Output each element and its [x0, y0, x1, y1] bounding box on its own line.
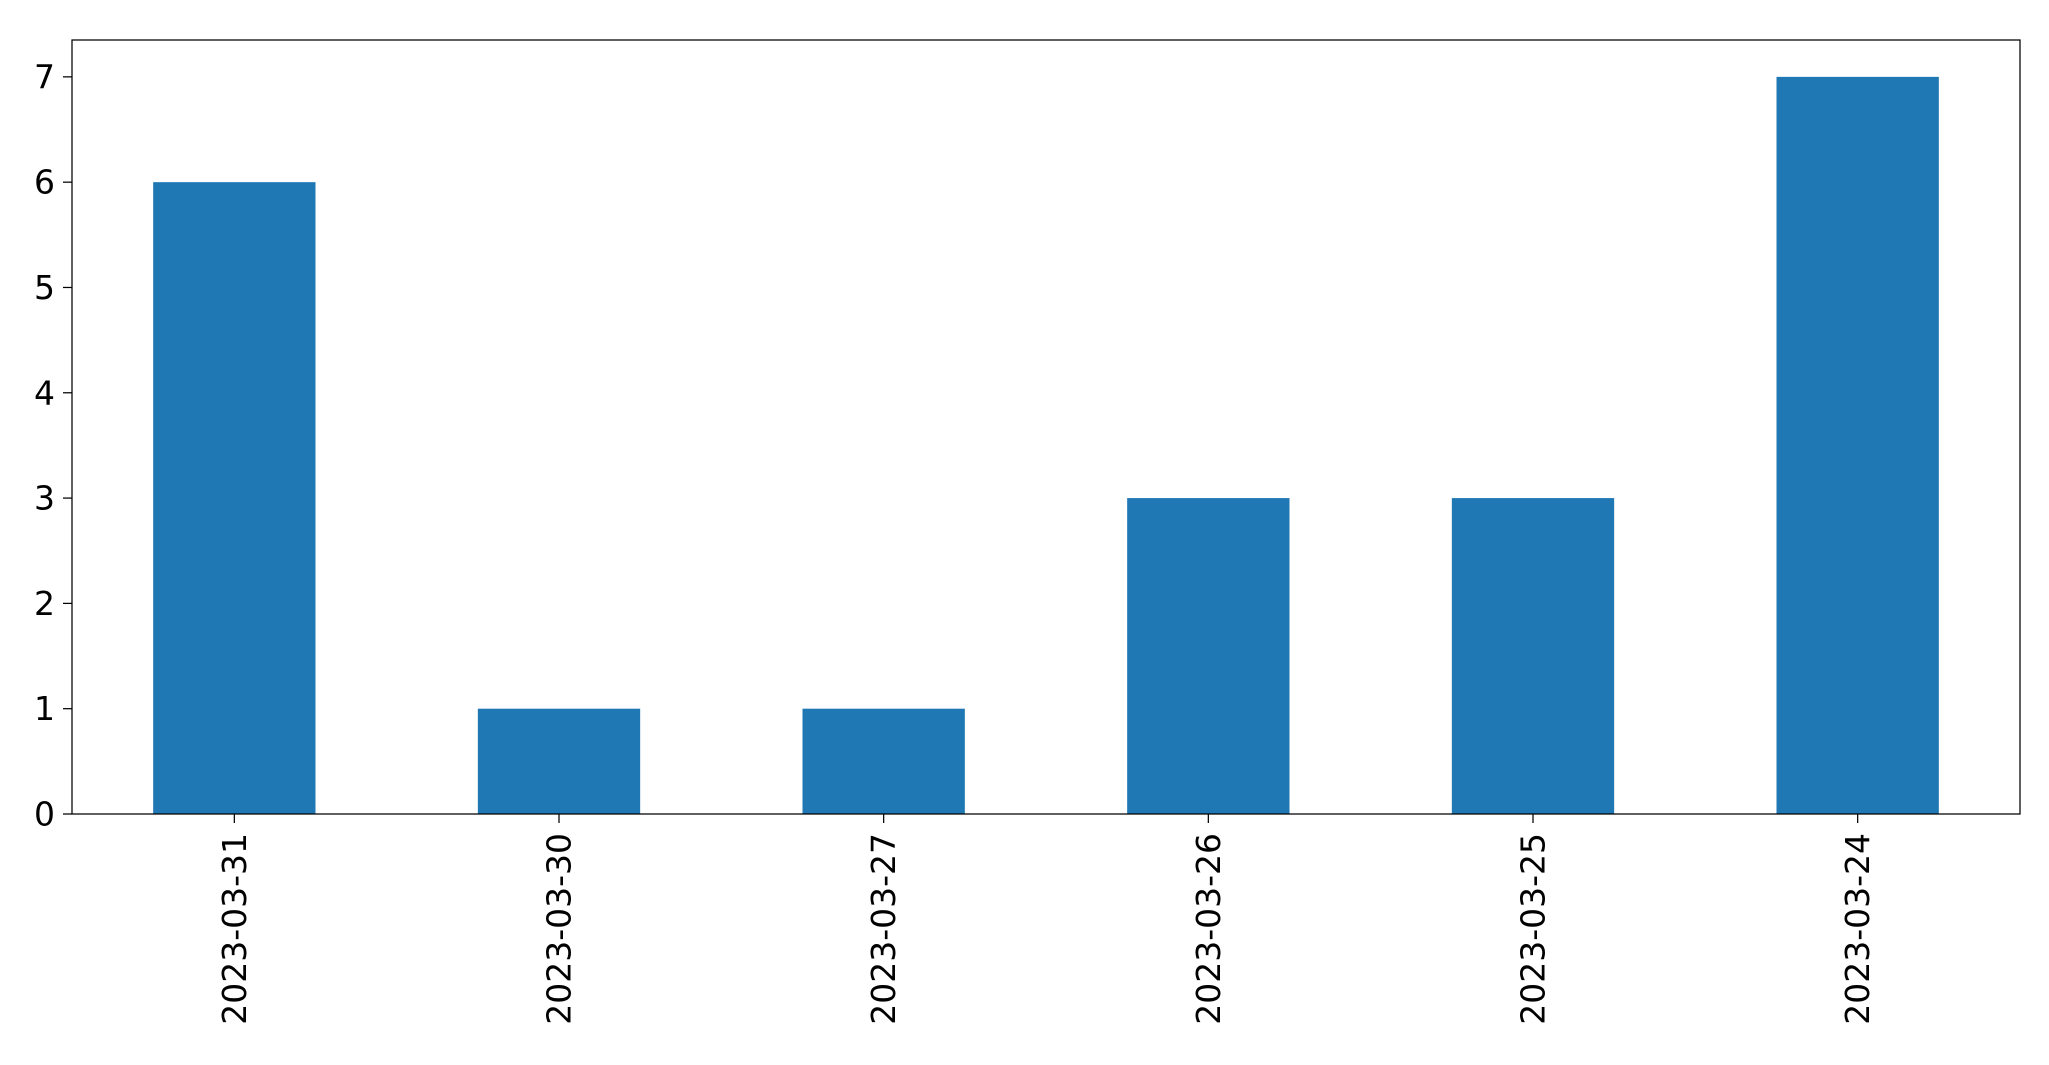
x-axis: 2023-03-31 2023-03-30 2023-03-27 2023-03-26…	[215, 814, 1877, 1025]
y-tick-label: 6	[34, 163, 55, 202]
plot-frame	[71, 39, 2021, 815]
y-tick-label: 5	[34, 268, 55, 307]
x-tick-label: 2023-03-24	[1838, 833, 1877, 1025]
bar-2023-03-24	[1776, 76, 1939, 815]
y-tick-label: 2	[34, 584, 55, 623]
y-axis: 0 1 2 3 4 5 6 7	[34, 57, 72, 834]
bar-2023-03-31	[153, 182, 316, 814]
x-tick-label: 2023-03-27	[864, 833, 903, 1025]
y-tick-label: 0	[34, 795, 55, 834]
bar-2023-03-25	[1451, 498, 1615, 814]
x-tick-label: 2023-03-26	[1189, 833, 1228, 1025]
bar-2023-03-26	[1127, 498, 1290, 814]
y-tick-label: 3	[34, 479, 55, 518]
y-tick-label: 7	[34, 57, 55, 96]
y-tick-label: 4	[34, 373, 55, 412]
x-tick-label: 2023-03-30	[540, 833, 579, 1025]
x-tick-label: 2023-03-31	[215, 833, 254, 1025]
bar-2023-03-27	[802, 708, 965, 814]
y-tick-label: 1	[34, 689, 55, 728]
plot-area	[153, 76, 1939, 815]
bar-2023-03-30	[477, 708, 641, 814]
x-tick-label: 2023-03-25	[1514, 833, 1553, 1025]
